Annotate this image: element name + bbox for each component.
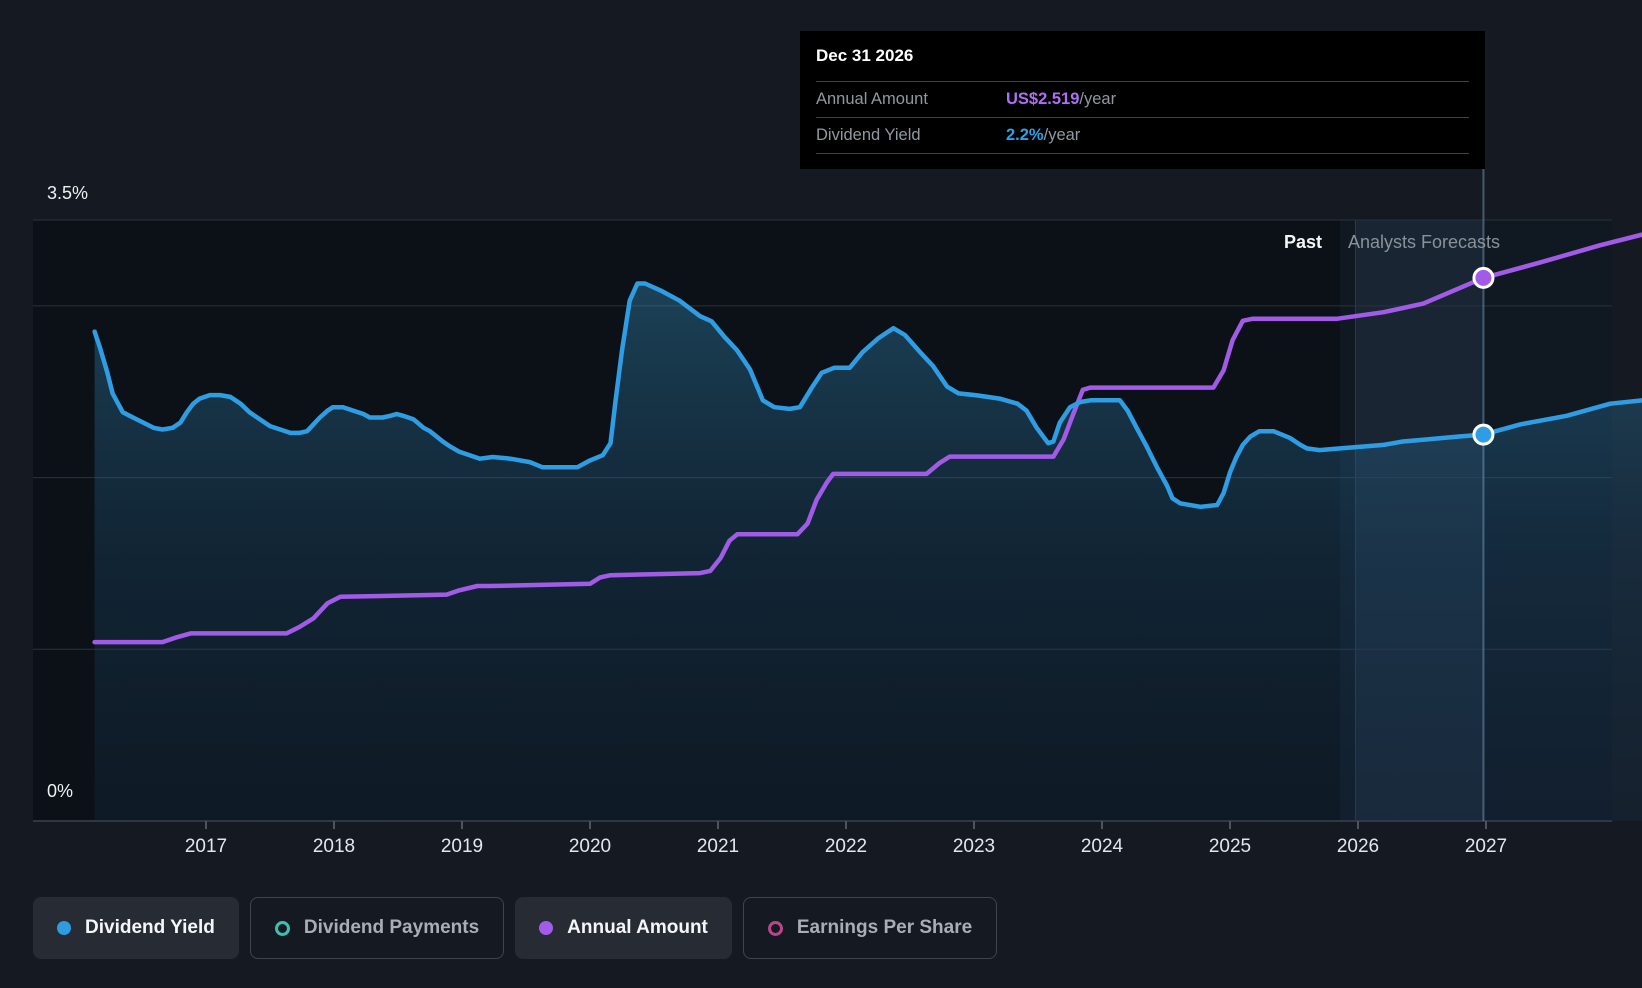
tooltip-suffix-dividend-yield: /year xyxy=(1043,126,1081,144)
tooltip-date: Dec 31 2026 xyxy=(816,31,1469,82)
legend-item-dividend-payments[interactable]: Dividend Payments xyxy=(249,897,505,959)
tooltip-label-dividend-yield: Dividend Yield xyxy=(816,126,921,144)
x-axis-label-2019: 2019 xyxy=(441,836,483,857)
annual-amount-line xyxy=(92,232,1642,645)
x-axis-labels: 2017 2018 2019 2020 2021 2022 2023 2024 2025 2026… xyxy=(185,836,1507,857)
legend-label: Dividend Payments xyxy=(303,917,480,938)
x-axis-label-2018: 2018 xyxy=(313,836,355,857)
x-axis-label-2026: 2026 xyxy=(1337,836,1379,857)
x-axis-ticks xyxy=(205,821,1487,829)
x-axis-label-2020: 2020 xyxy=(569,836,611,857)
tooltip-value-dividend-yield: 2.2% xyxy=(1006,126,1044,144)
dividend-yield-marker-dot xyxy=(1472,423,1495,446)
tooltip-row-dividend-yield: Dividend Yield 2.2% /year xyxy=(816,118,1469,154)
legend-label: Earnings Per Share xyxy=(796,917,973,938)
past-region-label: Past xyxy=(1283,232,1322,252)
dividend-yield-dot-icon xyxy=(57,921,71,935)
y-axis-zero-label: 0% xyxy=(47,781,74,801)
tooltip-value-annual-amount: US$2.519 xyxy=(1006,90,1080,108)
y-axis-max-label: 3.5% xyxy=(47,183,89,203)
legend-item-annual-amount[interactable]: Annual Amount xyxy=(515,897,732,959)
tooltip-suffix-annual-amount: /year xyxy=(1079,90,1117,108)
tooltip-label-annual-amount: Annual Amount xyxy=(816,90,928,108)
dividend-yield-line xyxy=(92,281,1642,510)
hover-tooltip: Dec 31 2026 Annual Amount US$2.519 /year… xyxy=(800,31,1485,169)
legend: Dividend Yield Dividend Payments Annual Am… xyxy=(33,897,998,959)
dividend-payments-dot-icon xyxy=(274,920,290,936)
legend-label: Annual Amount xyxy=(567,917,708,938)
analysts-forecasts-region-label: Analysts Forecasts xyxy=(1348,232,1501,252)
x-axis-label-2027: 2027 xyxy=(1465,836,1507,857)
tooltip-row-annual-amount: Annual Amount US$2.519 /year xyxy=(816,82,1469,118)
x-axis-label-2023: 2023 xyxy=(953,836,995,857)
legend-label: Dividend Yield xyxy=(85,917,215,938)
x-axis-label-2022: 2022 xyxy=(825,836,867,857)
x-axis-label-2024: 2024 xyxy=(1081,836,1124,857)
dividend-yield-area xyxy=(94,283,1642,821)
legend-item-dividend-yield[interactable]: Dividend Yield xyxy=(33,897,239,959)
legend-item-earnings-per-share[interactable]: Earnings Per Share xyxy=(742,897,998,959)
x-axis-label-2025: 2025 xyxy=(1209,836,1251,857)
x-axis-label-2021: 2021 xyxy=(697,836,739,857)
earnings-per-share-dot-icon xyxy=(767,920,783,936)
x-axis-label-2017: 2017 xyxy=(185,836,227,857)
annual-amount-dot-icon xyxy=(539,921,554,935)
annual-amount-marker-dot xyxy=(1472,266,1495,289)
